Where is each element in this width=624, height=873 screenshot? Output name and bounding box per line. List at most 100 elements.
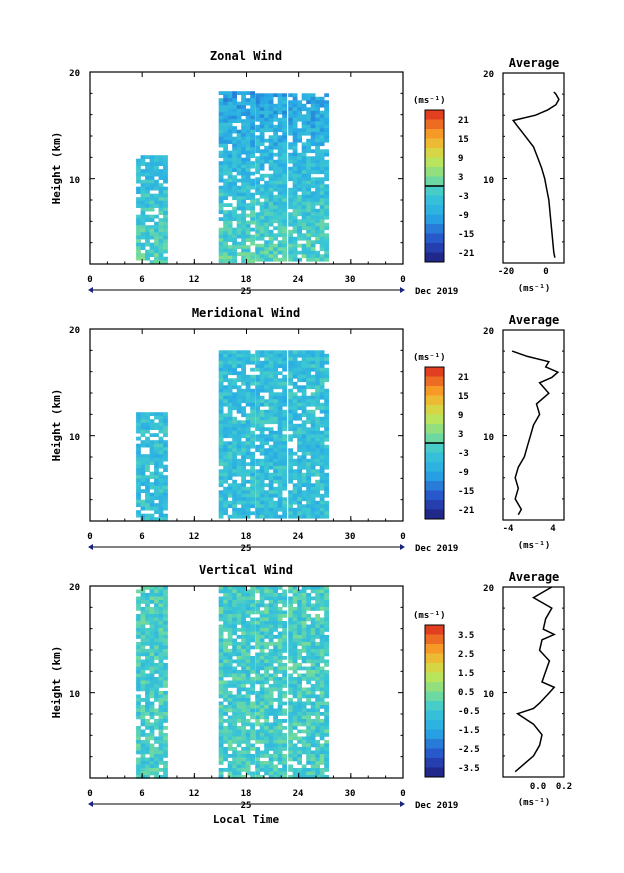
heatmap-cell	[232, 472, 237, 477]
heatmap-cell	[315, 114, 320, 119]
heatmap-cell	[277, 757, 283, 762]
x-axis-title: Local Time	[213, 813, 280, 826]
date-axis-arrow-right	[400, 544, 405, 550]
heatmap-cell	[264, 247, 269, 252]
heatmap-cell	[306, 149, 311, 154]
heatmap-cell	[227, 638, 233, 643]
heatmap-cell	[250, 444, 255, 449]
heatmap-cell	[301, 243, 307, 248]
heatmap-cell	[227, 423, 233, 428]
heatmap-cell	[277, 103, 283, 108]
heatmap-cell	[255, 624, 260, 629]
heatmap-cell	[255, 159, 260, 164]
heatmap-cell	[163, 617, 168, 622]
heatmap-cell	[158, 726, 164, 730]
heatmap-cell	[136, 415, 141, 420]
heatmap-cell	[145, 684, 150, 688]
heatmap-cell	[223, 642, 228, 646]
heatmap-cell	[273, 381, 278, 386]
heatmap-cell	[245, 504, 251, 509]
heatmap-cell	[255, 100, 260, 105]
heatmap-cell	[324, 233, 329, 238]
heatmap-cell	[140, 200, 146, 205]
heatmap-cell	[149, 617, 155, 622]
y-tick-label: 10	[69, 433, 80, 443]
heatmap-cell	[232, 189, 237, 193]
heatmap-cell	[149, 750, 155, 755]
heatmap-cell	[245, 150, 251, 155]
heatmap-cell	[301, 617, 307, 622]
heatmap-cell	[297, 719, 302, 723]
heatmap-cell	[136, 621, 141, 625]
heatmap-cell	[292, 124, 298, 129]
heatmap-cell	[149, 155, 155, 159]
heatmap-cell	[282, 649, 287, 653]
heatmap-cell	[292, 409, 298, 414]
heatmap-cell	[301, 149, 307, 154]
heatmap-cell	[218, 514, 224, 519]
heatmap-cell	[140, 193, 146, 198]
heatmap-cell	[273, 448, 278, 453]
heatmap-cell	[288, 205, 293, 210]
heatmap-cell	[241, 210, 246, 214]
heatmap-cell	[297, 638, 302, 643]
heatmap-cell	[306, 145, 311, 150]
colorbar-tick: 9	[458, 411, 463, 421]
heatmap-cell	[232, 761, 237, 765]
date-label: 25	[241, 801, 252, 811]
heatmap-cell	[310, 462, 316, 467]
heatmap-cell	[315, 500, 320, 505]
heatmap-cell	[241, 455, 246, 460]
heatmap-cell	[310, 357, 316, 362]
heatmap-cell	[292, 677, 298, 681]
heatmap-cell	[301, 250, 307, 255]
heatmap-cell	[218, 427, 224, 432]
heatmap-cell	[282, 621, 287, 625]
heatmap-cell	[245, 192, 251, 197]
colorbar-segment	[425, 758, 444, 768]
heatmap-cell	[319, 649, 325, 653]
date-axis-arrow-right	[400, 287, 405, 293]
heatmap-cell	[282, 107, 287, 112]
heatmap-cell	[154, 169, 159, 173]
heatmap-cell	[282, 392, 287, 397]
heatmap-cell	[306, 483, 311, 488]
heatmap-cell	[241, 157, 246, 162]
heatmap-cell	[277, 357, 283, 362]
heatmap-cell	[277, 392, 283, 397]
heatmap-cell	[227, 378, 233, 383]
heatmap-cell	[227, 129, 233, 134]
heatmap-cell	[145, 218, 150, 222]
heatmap-cell	[163, 754, 168, 758]
heatmap-cell	[140, 740, 146, 744]
heatmap-cell	[140, 232, 146, 236]
heatmap-cell	[154, 447, 159, 451]
heatmap-cell	[218, 448, 224, 453]
heatmap-cell	[158, 768, 164, 772]
heatmap-cell	[158, 589, 164, 594]
heatmap-cell	[227, 504, 233, 509]
heatmap-cell	[218, 122, 224, 127]
heatmap-cell	[158, 235, 164, 240]
heatmap-cell	[292, 635, 298, 639]
heatmap-cell	[241, 406, 246, 411]
heatmap-cell	[255, 659, 260, 664]
heatmap-cell	[324, 247, 329, 252]
colorbar-segment	[425, 462, 444, 472]
heatmap-cell	[273, 385, 278, 390]
heatmap-cell	[306, 233, 311, 238]
heatmap-cell	[301, 458, 307, 463]
colorbar-segment	[425, 414, 444, 425]
colorbar-segment	[425, 625, 444, 635]
heatmap-cell	[315, 698, 320, 702]
heatmap-cell	[232, 367, 237, 372]
heatmap-cell	[315, 166, 320, 171]
heatmap-cell	[268, 504, 274, 509]
heatmap-cell	[145, 436, 150, 441]
heatmap-cell	[250, 691, 255, 695]
heatmap-cell	[282, 691, 287, 695]
heatmap-cell	[273, 350, 278, 355]
heatmap-cell	[288, 680, 293, 685]
heatmap-cell	[301, 705, 307, 709]
heatmap-cell	[264, 659, 269, 664]
